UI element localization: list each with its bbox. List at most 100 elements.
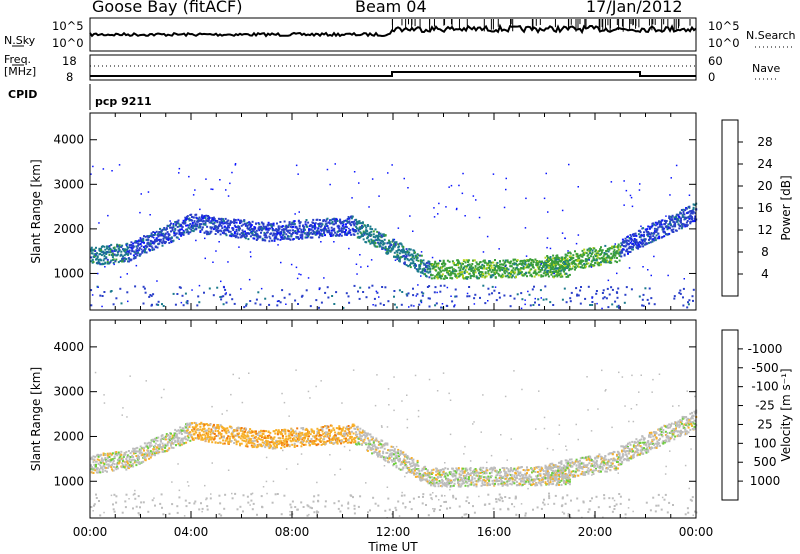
echo-pixel [567,274,570,277]
echo-pixel [92,455,95,458]
echo-pixel [593,264,596,267]
echo-pixel [461,271,464,273]
echo-pixel [193,433,196,436]
y-tick-label: 4000 [53,133,84,147]
echo-pixel [122,455,125,458]
echo-pixel [612,246,615,249]
echo-pixel [220,219,223,222]
echo-pixel [238,226,241,228]
noise-pixel [450,295,452,297]
near-range-pixel [673,295,676,298]
echo-pixel [154,233,156,236]
echo-pixel [296,232,299,235]
echo-pixel [260,445,263,448]
echo-pixel [99,253,102,255]
echo-pixel [477,266,480,269]
echo-pixel [504,269,507,272]
near-range-pixel [606,287,609,290]
echo-pixel [172,224,175,227]
echo-pixel [354,428,357,430]
noise-pixel [692,220,694,223]
echo-pixel [237,440,240,443]
echo-pixel [358,432,361,435]
echo-pixel [347,231,350,234]
echo-pixel [327,432,330,435]
echo-pixel [473,270,476,273]
echo-pixel [152,450,155,453]
echo-pixel [374,236,377,239]
echo-pixel [527,266,530,269]
echo-pixel [125,258,128,261]
echo-pixel [540,275,543,278]
echo-pixel [569,268,572,271]
noise-pixel [323,277,325,279]
noise-pixel [318,288,321,291]
near-range-pixel [176,293,179,295]
near-range-pixel [101,295,104,297]
echo-pixel [154,448,157,451]
echo-pixel [368,232,371,235]
echo-pixel [249,431,252,434]
noise-pixel [445,206,447,208]
echo-pixel [689,210,692,213]
echo-pixel [345,439,348,442]
echo-pixel [583,262,586,265]
echo-pixel [239,443,241,446]
echo-pixel [398,245,400,248]
echo-pixel [235,230,238,232]
noise-pixel [504,265,507,267]
echo-pixel [373,444,376,447]
echo-pixel [372,233,375,236]
echo-pixel [212,222,215,225]
echo-pixel [257,235,260,238]
date-title: 17/Jan/2012 [586,0,683,16]
echo-pixel [242,230,245,233]
echo-pixel [194,430,197,433]
echo-pixel [329,235,332,237]
near-range-pixel [335,291,338,294]
echo-pixel [326,433,329,436]
echo-pixel [358,443,361,446]
echo-pixel [513,263,516,266]
noise-pixel [295,164,298,167]
echo-pixel [223,225,226,228]
echo-pixel [680,221,682,224]
echo-pixel [529,258,532,261]
echo-pixel [107,465,110,468]
echo-pixel [162,239,165,242]
echo-pixel [289,225,292,228]
echo-pixel [551,259,554,262]
echo-pixel [349,432,352,435]
echo-pixel [117,247,120,250]
echo-pixel [404,251,407,253]
echo-pixel [131,249,134,252]
echo-pixel [372,235,375,238]
echo-pixel [549,271,552,273]
near-range-pixel [498,296,501,299]
echo-pixel [308,430,310,433]
echo-pixel [111,462,114,465]
echo-pixel [598,264,601,267]
echo-pixel [324,441,327,444]
echo-pixel [462,266,465,269]
echo-pixel [201,428,204,431]
echo-pixel [555,258,558,261]
echo-pixel [424,270,427,273]
noise-pixel [92,165,94,168]
noise-pixel [415,295,417,297]
echo-pixel [377,237,379,240]
noise-pixel [473,303,476,305]
echo-pixel [510,271,513,274]
echo-pixel [308,229,310,232]
echo-pixel [588,256,591,259]
echo-pixel [264,236,267,239]
echo-pixel [556,254,559,257]
echo-pixel [186,427,189,430]
noise-pixel [545,172,547,175]
echo-pixel [434,260,437,263]
echo-pixel [154,454,156,457]
near-range-pixel [545,298,548,301]
echo-pixel [625,249,628,252]
near-range-pixel [473,297,476,300]
